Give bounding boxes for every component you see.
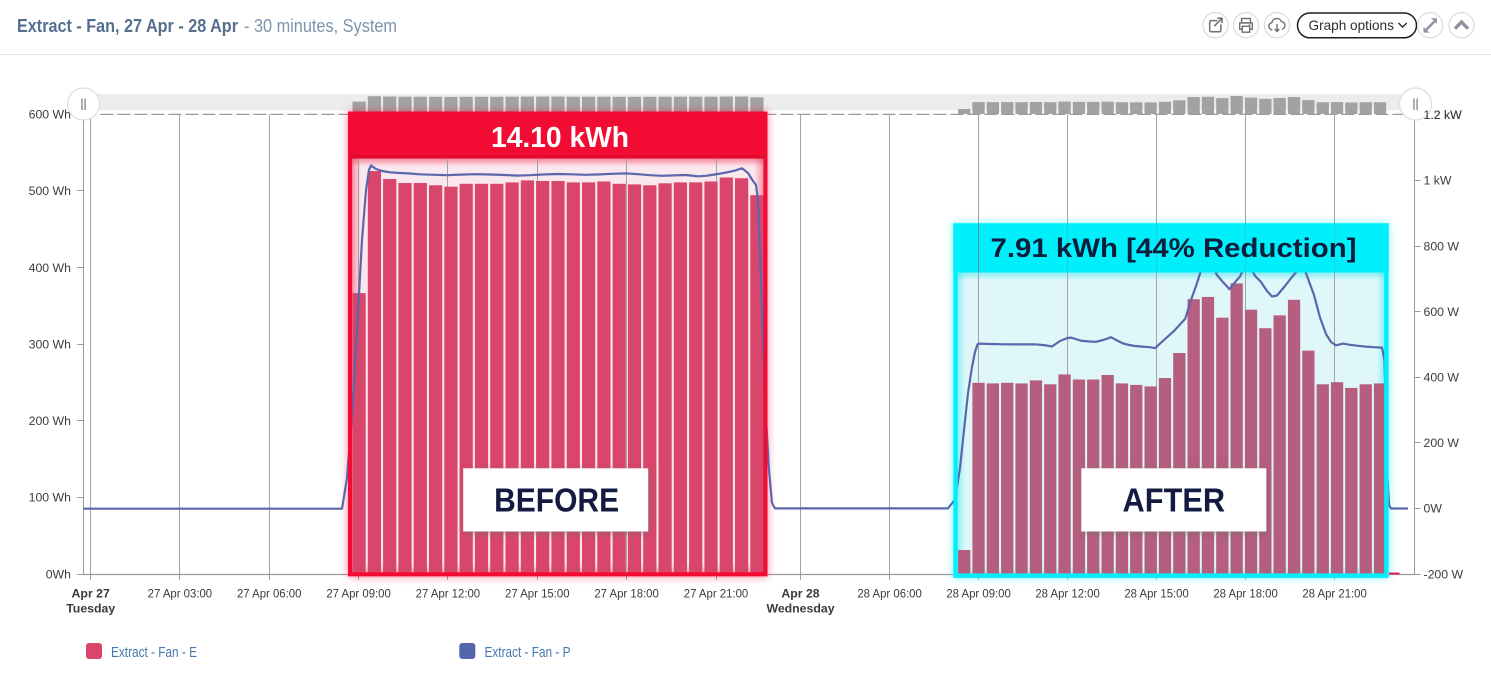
- svg-text:28 Apr 15:00: 28 Apr 15:00: [1124, 587, 1189, 601]
- svg-text:28 Apr 12:00: 28 Apr 12:00: [1035, 587, 1100, 601]
- svg-text:Apr 27: Apr 27: [72, 587, 110, 601]
- svg-text:1 kW: 1 kW: [1424, 174, 1452, 188]
- svg-text:28 Apr 09:00: 28 Apr 09:00: [946, 587, 1011, 601]
- svg-text:500 Wh: 500 Wh: [29, 184, 72, 198]
- svg-text:28 Apr 06:00: 28 Apr 06:00: [857, 587, 922, 601]
- svg-text:200 Wh: 200 Wh: [29, 414, 72, 428]
- svg-text:27 Apr 12:00: 27 Apr 12:00: [416, 587, 481, 601]
- svg-text:Wednesday: Wednesday: [766, 602, 834, 616]
- svg-text:Extract - Fan - P: Extract - Fan - P: [485, 645, 571, 661]
- svg-text:Graph options: Graph options: [1309, 18, 1395, 33]
- svg-text:0W: 0W: [1424, 502, 1443, 516]
- svg-text:400 Wh: 400 Wh: [29, 261, 72, 275]
- svg-text:800 W: 800 W: [1424, 239, 1460, 253]
- svg-text:28 Apr 18:00: 28 Apr 18:00: [1213, 587, 1278, 601]
- svg-text:BEFORE: BEFORE: [494, 482, 619, 519]
- svg-text:Extract - Fan, 27 Apr - 28 Apr: Extract - Fan, 27 Apr - 28 Apr: [17, 16, 238, 36]
- svg-text:300 Wh: 300 Wh: [29, 338, 72, 352]
- svg-text:Tuesday: Tuesday: [66, 602, 115, 616]
- svg-text:27 Apr 18:00: 27 Apr 18:00: [594, 587, 659, 601]
- svg-text:14.10 kWh: 14.10 kWh: [491, 122, 629, 154]
- svg-text:7.91 kWh [44% Reduction]: 7.91 kWh [44% Reduction]: [991, 233, 1357, 263]
- svg-text:27 Apr 21:00: 27 Apr 21:00: [684, 587, 749, 601]
- svg-text:100 Wh: 100 Wh: [29, 491, 72, 505]
- svg-text:AFTER: AFTER: [1123, 482, 1226, 519]
- svg-text:400 W: 400 W: [1424, 371, 1460, 385]
- svg-text:27 Apr 09:00: 27 Apr 09:00: [326, 587, 391, 601]
- svg-text:Extract - Fan - E: Extract - Fan - E: [111, 645, 197, 661]
- svg-text:27 Apr 03:00: 27 Apr 03:00: [148, 587, 213, 601]
- svg-text:-200 W: -200 W: [1424, 567, 1464, 581]
- svg-text:1.2 kW: 1.2 kW: [1424, 108, 1463, 122]
- svg-text:Apr 28: Apr 28: [781, 587, 819, 601]
- svg-text:28 Apr 21:00: 28 Apr 21:00: [1302, 587, 1367, 601]
- svg-text:27 Apr 06:00: 27 Apr 06:00: [237, 587, 302, 601]
- svg-text:- 30 minutes, System: - 30 minutes, System: [244, 16, 397, 36]
- svg-text:1.2 kW: 1.2 kW: [1424, 108, 1463, 122]
- svg-text:600 Wh: 600 Wh: [29, 108, 72, 122]
- svg-text:27 Apr 15:00: 27 Apr 15:00: [505, 587, 570, 601]
- svg-text:200 W: 200 W: [1424, 436, 1460, 450]
- svg-text:0Wh: 0Wh: [46, 567, 71, 581]
- svg-text:600 W: 600 W: [1424, 305, 1460, 319]
